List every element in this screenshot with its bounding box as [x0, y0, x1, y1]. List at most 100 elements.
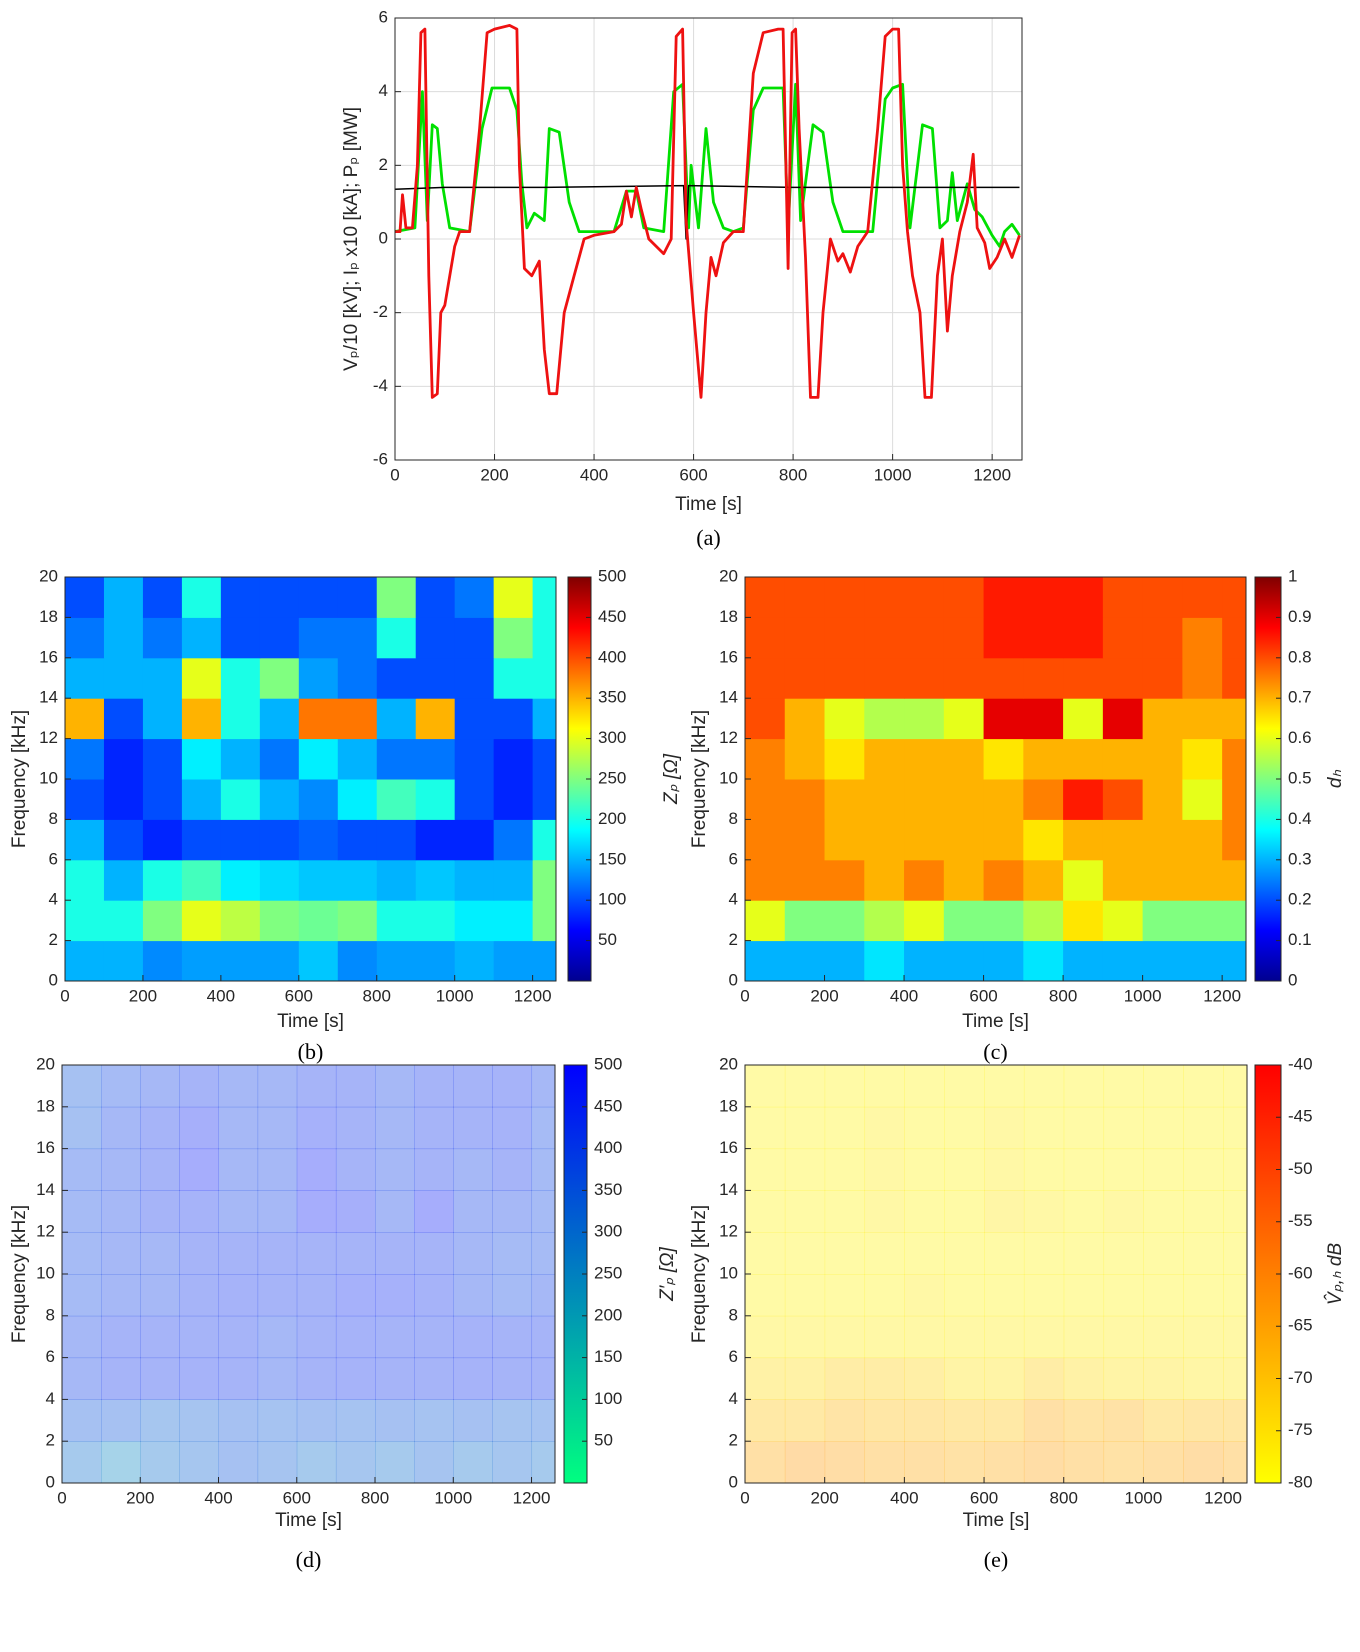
- cell: [103, 657, 144, 699]
- cell: [983, 819, 1024, 861]
- x-tick-label: 800: [779, 465, 807, 484]
- cell: [454, 738, 495, 780]
- panel-caption: (b): [298, 1039, 324, 1064]
- cell: [1102, 698, 1144, 740]
- cell: [531, 1399, 555, 1442]
- cell: [140, 1065, 180, 1108]
- cell: [492, 1441, 533, 1483]
- x-tick-label: 600: [283, 1488, 311, 1507]
- cell: [257, 1065, 298, 1108]
- cell: [745, 738, 786, 780]
- cell: [101, 1315, 141, 1359]
- cell: [142, 819, 183, 861]
- colorbar-tick-label: -65: [1288, 1316, 1313, 1335]
- y-tick-label: 0: [729, 970, 738, 989]
- y-tick-label: 16: [719, 647, 738, 666]
- cell: [220, 900, 261, 942]
- cell: [296, 1148, 337, 1191]
- cell: [218, 1148, 259, 1191]
- cell: [257, 1232, 298, 1275]
- x-tick-label: 0: [57, 1488, 66, 1507]
- cell: [298, 698, 339, 740]
- cell: [745, 1148, 786, 1191]
- cell: [181, 577, 222, 618]
- y-tick-label: 6: [49, 849, 58, 868]
- cell: [745, 698, 786, 740]
- cell: [376, 819, 417, 861]
- cell: [259, 617, 300, 659]
- cell: [296, 1315, 337, 1359]
- y-tick-label: 0: [46, 1472, 55, 1491]
- y-tick-label: 14: [719, 1180, 738, 1199]
- cell: [904, 698, 945, 740]
- cell: [376, 940, 417, 981]
- cell: [103, 900, 144, 942]
- cell: [943, 698, 985, 740]
- cell: [1103, 1274, 1144, 1317]
- cell: [298, 779, 339, 820]
- panel: 0 200 400 600 800 1000 1200 -6 -4 -2 0 2 4 6 Time [s] V…: [341, 7, 1023, 550]
- colorbar-tick-label: 0.9: [1288, 607, 1312, 626]
- cell: [218, 1315, 259, 1359]
- cell: [62, 1065, 102, 1108]
- cell: [864, 698, 905, 740]
- cell: [101, 1190, 141, 1233]
- colorbar-tick-label: -75: [1288, 1420, 1313, 1439]
- cell: [335, 1232, 376, 1275]
- cell: [298, 940, 339, 981]
- y-tick-label: 2: [379, 155, 388, 174]
- cell: [415, 657, 456, 699]
- cell: [415, 738, 456, 780]
- cell: [337, 738, 378, 780]
- cell: [1183, 1190, 1224, 1233]
- cell: [784, 577, 826, 618]
- cell: [454, 940, 495, 981]
- cell: [414, 1148, 454, 1191]
- cell: [65, 779, 105, 820]
- colorbar-label: dₕ: [1325, 770, 1346, 789]
- cell: [864, 819, 905, 861]
- colorbar-tick-label: 500: [598, 566, 626, 585]
- cell: [1182, 617, 1223, 659]
- cell: [376, 698, 417, 740]
- cell: [1182, 738, 1223, 780]
- cell: [904, 1065, 945, 1108]
- cell: [944, 1357, 985, 1400]
- cell: [257, 1148, 298, 1191]
- cell: [335, 1399, 376, 1442]
- cell: [784, 1190, 826, 1233]
- colorbar-tick-label: 150: [594, 1347, 622, 1366]
- cell: [531, 1065, 555, 1108]
- cell: [864, 1065, 905, 1108]
- cell: [532, 657, 556, 699]
- cell: [415, 779, 456, 820]
- cell: [493, 940, 534, 981]
- cell: [983, 577, 1024, 618]
- cell: [296, 1441, 337, 1483]
- cell: [1103, 1357, 1144, 1400]
- y-tick-label: 0: [729, 1472, 738, 1491]
- cell: [220, 698, 261, 740]
- colorbar-tick-label: -45: [1288, 1107, 1313, 1126]
- plot-frame: [744, 1064, 1248, 1484]
- cell: [296, 1399, 337, 1442]
- cell: [745, 1357, 786, 1400]
- cell: [62, 1399, 102, 1442]
- cell: [62, 1190, 102, 1233]
- panel: 0 200 400 600 800 1000 1200 0 2 4 6 8 10 12 14 16 18 20 Ti…: [689, 1054, 1346, 1572]
- cell: [453, 1232, 493, 1275]
- cell: [984, 1441, 1025, 1483]
- y-tick-label: 10: [719, 768, 738, 787]
- cell: [824, 1357, 866, 1400]
- cell: [1143, 1232, 1184, 1275]
- cell: [784, 617, 826, 659]
- cell: [453, 1274, 493, 1317]
- cell: [101, 1106, 141, 1150]
- x-tick-label: 0: [60, 986, 69, 1005]
- cell: [493, 657, 534, 699]
- y-tick-label: 14: [719, 688, 738, 707]
- cell: [415, 859, 456, 901]
- y-axis-label: Frequency [kHz]: [689, 1205, 710, 1343]
- colorbar-tick-label: 200: [598, 809, 626, 828]
- cell: [745, 1274, 786, 1317]
